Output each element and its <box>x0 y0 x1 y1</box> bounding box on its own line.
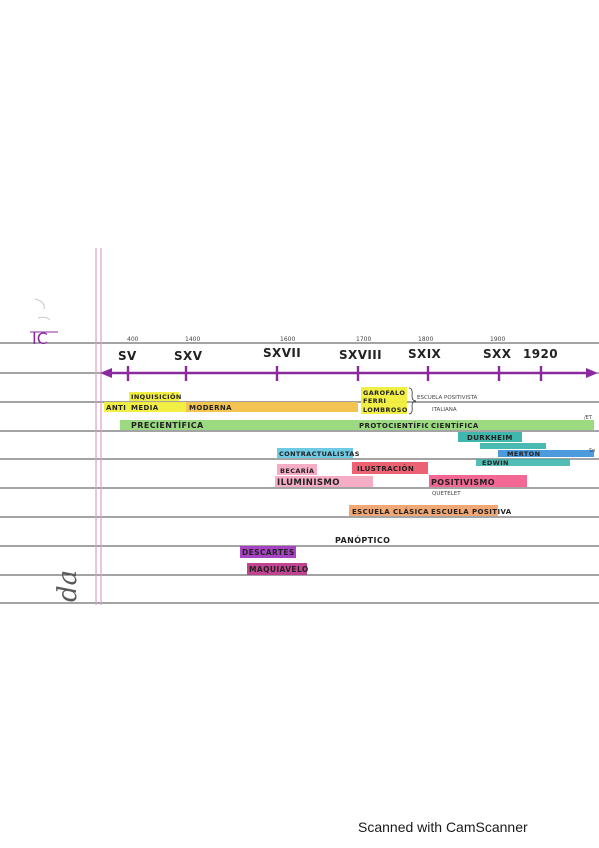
bar-ilustracion <box>352 462 428 474</box>
camscanner-footer: Scanned with CamScanner <box>358 819 528 835</box>
binder-hole-mark <box>34 298 51 321</box>
label-panoptico: PANÓPTICO <box>335 534 390 545</box>
label-right-mark: /ET <box>584 415 593 421</box>
timeline-axis <box>100 366 598 381</box>
bar-protocientifica <box>358 420 428 430</box>
label-cientifica: CIENTÍFICA <box>431 421 479 430</box>
label-merton: MERTON <box>507 450 540 458</box>
label-protocientifica: PROTOCIENTÍFICA <box>359 421 436 430</box>
century-label: SXVII <box>263 346 301 360</box>
label-iluminismo: ILUMINISMO <box>277 478 340 488</box>
century-label: SXVIII <box>339 348 382 362</box>
label-precientifica: PRECIENTÍFICA <box>131 419 204 430</box>
label-garofalo: GAROFALO <box>363 389 405 397</box>
label-anti: ANTI <box>106 404 126 412</box>
label-ferri: FERRI <box>363 397 386 405</box>
label-beccaria: BECARÍA <box>280 466 314 475</box>
brace <box>408 387 417 415</box>
century-labels: SV SXV SXVII SXVIII SXIX SXX 1920 <box>118 346 558 363</box>
label-right-mark-2: So <box>589 448 595 454</box>
axis-right-arrow <box>586 368 598 378</box>
bar-anti-media <box>104 402 186 412</box>
label-descartes: DESCARTES <box>242 548 295 557</box>
label-ilustracion: ILUSTRACIÓN <box>357 464 414 473</box>
side-handwriting: da <box>53 570 83 602</box>
year-label: 1600 <box>280 336 295 343</box>
century-label: SV <box>118 349 137 363</box>
label-inquisicion: INQUISICIÓN <box>131 392 182 401</box>
label-quetelet: QUETELET <box>432 491 461 497</box>
year-label: 1400 <box>185 336 200 343</box>
bar-cientifica <box>428 420 594 430</box>
label-edwin: EDWIN <box>482 459 509 467</box>
label-escuela-positivista: ESCUELA POSITIVISTA <box>417 395 478 401</box>
bar-merton <box>498 450 594 457</box>
bar-precientifica <box>120 420 358 430</box>
century-label: SXV <box>174 349 203 363</box>
bar-moderna <box>186 402 358 412</box>
year-label: 1800 <box>418 336 433 343</box>
label-escuela-positiva: ESCUELA POSITIVA <box>431 508 512 516</box>
label-maquiavelo: MAQUIAVELO <box>249 565 309 574</box>
year-label: 400 <box>127 336 139 343</box>
year-label: 1900 <box>490 336 505 343</box>
bar-escuela-clasica <box>349 505 430 516</box>
bar-escuela-positiva <box>430 505 498 516</box>
label-durkheim: DURKHEIM <box>467 434 513 442</box>
label-italiana: ITALIANA <box>432 407 457 413</box>
century-label: 1920 <box>523 347 558 361</box>
bar-mid-teal <box>480 443 546 449</box>
bar-positivismo <box>429 475 527 487</box>
century-label: SXIX <box>408 347 442 361</box>
margin-lines <box>95 248 102 605</box>
bar-beccaria <box>277 464 317 475</box>
bar-edwin <box>476 459 570 466</box>
bar-contractualistas <box>277 448 353 458</box>
label-media: MEDIA <box>131 404 159 412</box>
label-escuela-clasica: ESCUELA CLÁSICA <box>352 507 429 516</box>
bar-iluminismo <box>275 476 373 487</box>
label-moderna: MODERNA <box>189 404 232 412</box>
year-label: 1700 <box>356 336 371 343</box>
bar-descartes <box>240 546 296 558</box>
century-label: SXX <box>483 347 512 361</box>
bar-durkheim <box>458 432 522 442</box>
year-labels: 400 1400 1600 1700 1800 1900 <box>127 336 505 343</box>
axis-left-arrow <box>100 368 112 378</box>
label-contractualistas: CONTRACTUALISTAS <box>279 450 360 458</box>
bar-inquisicion <box>129 392 179 401</box>
label-lombroso: LOMBROSO <box>363 406 408 414</box>
bar-maquiavelo <box>247 563 307 575</box>
ic-title: IC <box>32 329 48 348</box>
bar-garofalo <box>361 387 407 414</box>
label-positivismo: POSITIVISMO <box>431 478 495 487</box>
